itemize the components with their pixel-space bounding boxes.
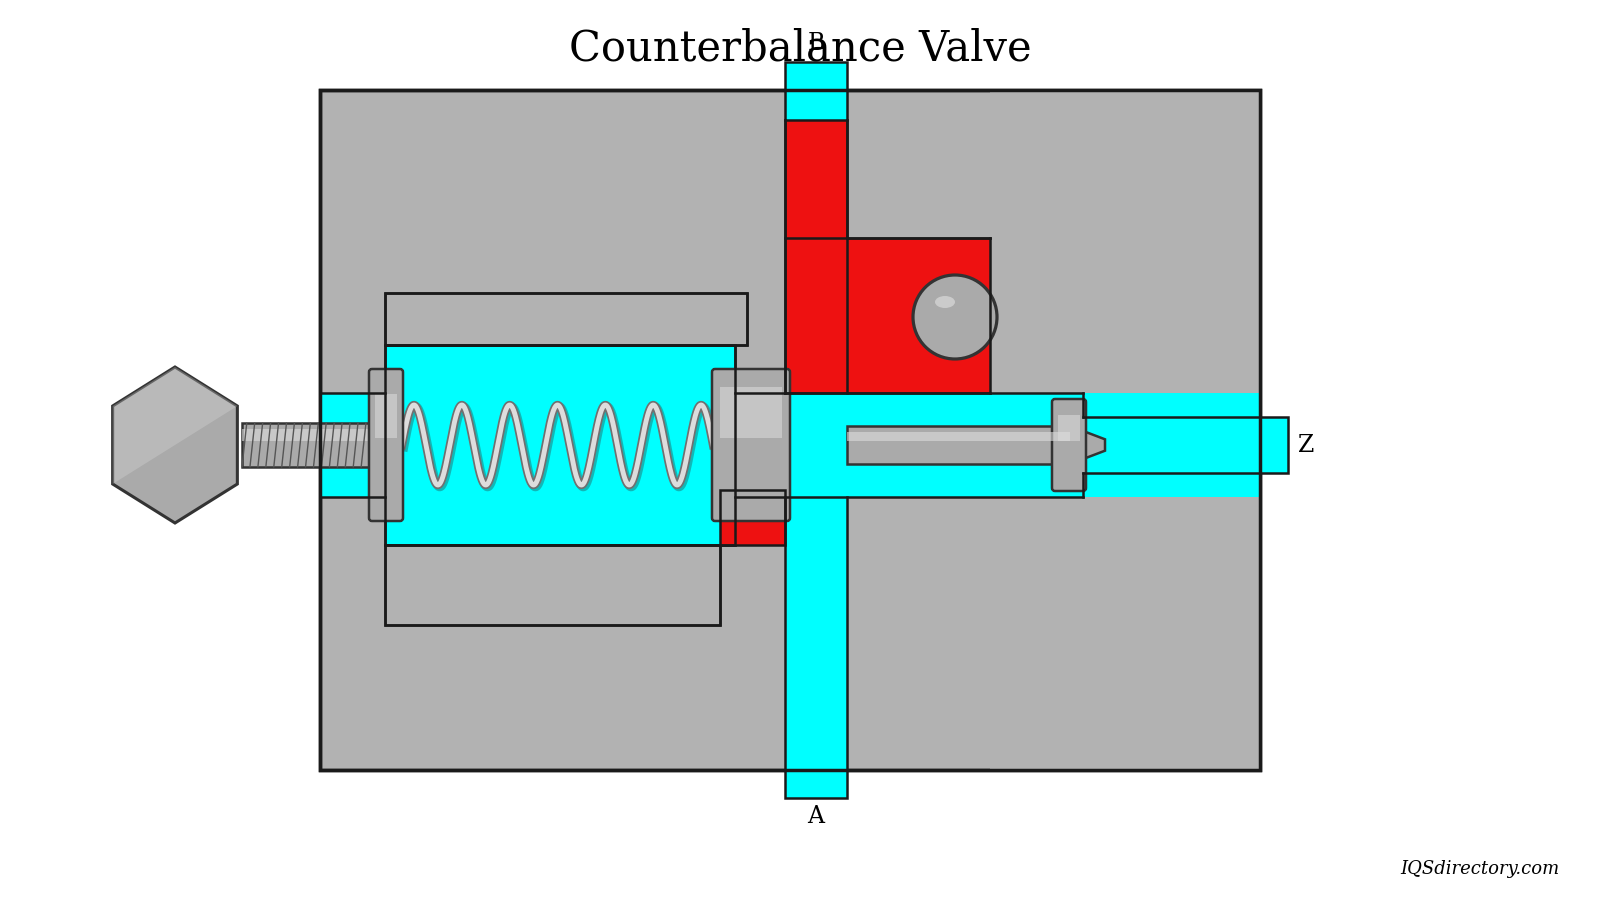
Bar [320,393,734,497]
Polygon shape [112,367,237,484]
Circle shape [950,313,958,320]
Bar [1083,417,1261,473]
Bar [386,345,734,545]
Text: Counterbalance Valve: Counterbalance Valve [568,28,1032,70]
Bar [786,120,846,393]
Circle shape [939,302,970,332]
Text: IQSdirectory.com: IQSdirectory.com [1400,860,1560,878]
Bar [786,770,846,798]
Bar [320,90,1261,770]
FancyBboxPatch shape [370,369,403,521]
Bar [786,238,990,393]
Circle shape [925,286,986,347]
Bar [1261,417,1288,473]
Bar [374,394,397,437]
Bar [386,293,747,345]
FancyBboxPatch shape [712,369,790,521]
Circle shape [914,275,997,359]
Circle shape [944,305,966,328]
Bar [990,90,1261,393]
Circle shape [933,294,978,340]
Polygon shape [1070,426,1106,464]
Bar [320,90,1261,770]
Bar [786,90,846,120]
Bar [990,497,1261,770]
Bar [386,345,734,545]
Bar [242,428,386,441]
Bar [720,387,782,437]
Circle shape [928,291,982,344]
Bar [320,393,1261,497]
Circle shape [917,279,994,356]
Bar [786,90,846,393]
Polygon shape [112,367,237,523]
Bar [242,423,386,467]
Bar [846,432,1070,441]
Circle shape [920,283,989,351]
Text: B: B [808,32,824,55]
Bar [1058,415,1080,441]
Bar [386,293,747,345]
Bar [720,490,786,545]
Bar [990,90,1261,290]
Bar [786,497,846,770]
Ellipse shape [934,296,955,308]
FancyBboxPatch shape [1053,399,1086,491]
Circle shape [936,298,974,336]
Polygon shape [112,367,237,523]
Bar [386,545,720,625]
Bar [786,62,846,90]
Text: A: A [808,805,824,828]
Circle shape [947,310,963,325]
Bar [720,490,786,545]
Circle shape [914,275,997,359]
Text: Z: Z [1298,434,1314,456]
Bar [386,545,720,625]
Bar [846,426,1070,464]
